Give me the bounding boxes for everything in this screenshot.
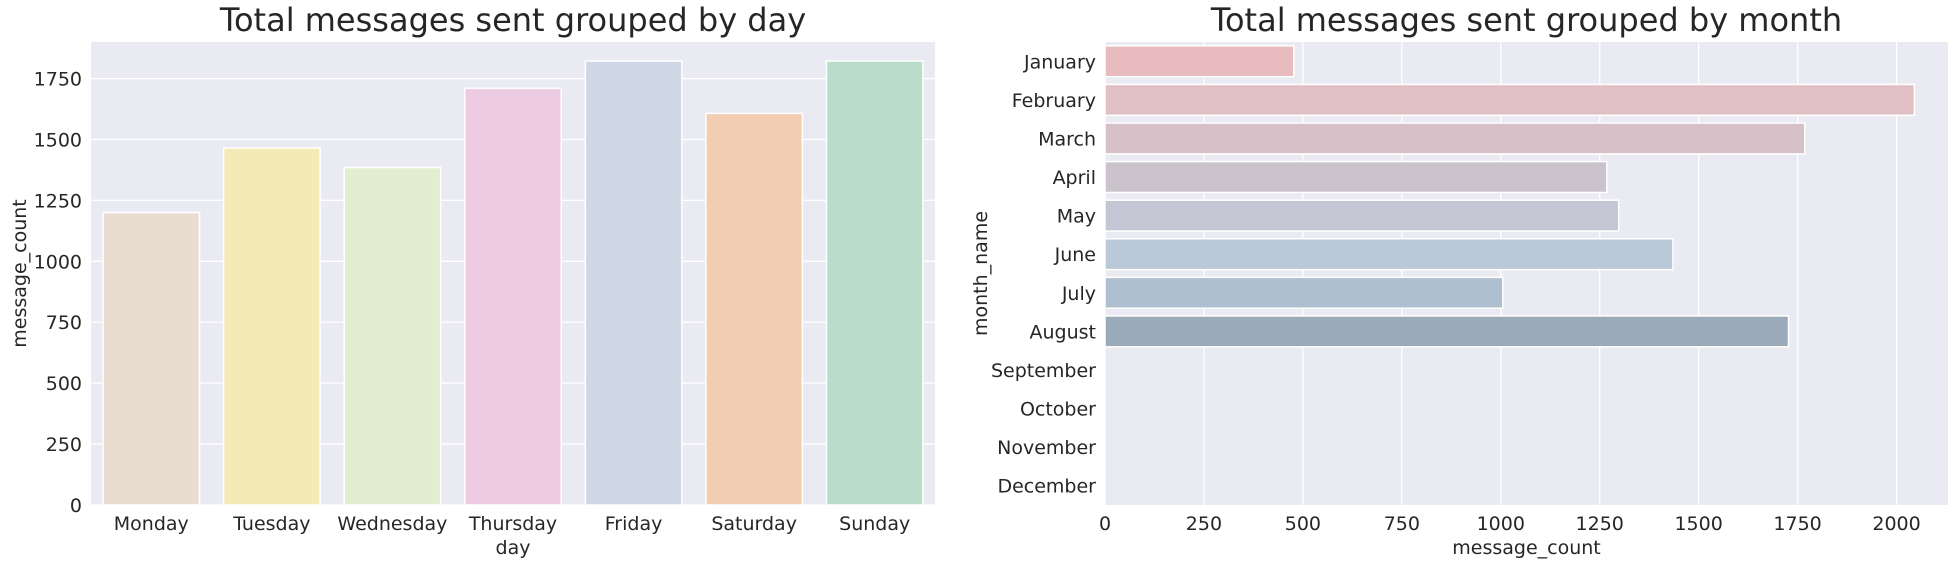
x-tick-label: 0 — [1099, 513, 1111, 535]
x-tick-label: 2000 — [1872, 513, 1920, 535]
y-axis-label-month: month_name — [970, 211, 992, 336]
x-tick-label: Saturday — [711, 513, 797, 535]
y-tick-label: 750 — [46, 312, 82, 334]
x-tick-label: Wednesday — [337, 513, 447, 535]
bar-may — [1104, 199, 1620, 232]
bar-january — [1104, 45, 1295, 78]
bar-wednesday — [343, 166, 442, 506]
y-tick-label: 1000 — [34, 251, 82, 273]
bar-thursday — [464, 87, 562, 506]
x-axis-label-day: day — [496, 537, 531, 559]
y-tick-label: November — [997, 437, 1096, 459]
x-tick-label: 1250 — [1576, 513, 1624, 535]
y-tick-label: May — [1057, 206, 1096, 228]
y-tick-label: August — [1030, 321, 1097, 343]
x-tick-label: Monday — [114, 513, 189, 535]
bar-saturday — [705, 112, 804, 506]
bar-july — [1104, 276, 1504, 309]
y-tick-label: December — [997, 476, 1096, 498]
x-tick-label: 500 — [1285, 513, 1321, 535]
x-tick-label: 750 — [1384, 513, 1420, 535]
bar-sunday — [825, 60, 924, 506]
x-tick-label: 250 — [1186, 513, 1222, 535]
y-tick-label: 250 — [46, 434, 82, 456]
x-tick-label: Friday — [605, 513, 663, 535]
y-tick-label: March — [1038, 128, 1096, 150]
bar-monday — [102, 211, 201, 506]
y-tick-label: 0 — [70, 495, 82, 517]
bar-march — [1104, 122, 1806, 155]
x-tick-label: 1000 — [1477, 513, 1525, 535]
bar-friday — [584, 60, 683, 506]
y-tick-label: July — [1061, 283, 1096, 305]
x-tick-label: Thursday — [468, 513, 557, 535]
bar-april — [1104, 160, 1608, 194]
plot-area-month — [1105, 42, 1948, 505]
y-tick-label: 1750 — [34, 69, 82, 91]
x-tick-label: Sunday — [839, 513, 910, 535]
y-tick-label: 1250 — [34, 190, 82, 212]
bar-tuesday — [222, 147, 321, 506]
x-tick-label: Tuesday — [232, 513, 310, 535]
y-tick-label: September — [991, 360, 1096, 382]
y-tick-label: 500 — [46, 373, 82, 395]
x-axis-label-month: message_count — [1452, 537, 1601, 559]
x-tick-label: 1750 — [1773, 513, 1821, 535]
y-tick-label: June — [1054, 244, 1096, 266]
y-axis-label-day: message_count — [9, 199, 31, 348]
bar-august — [1104, 315, 1790, 348]
y-tick-label: January — [1023, 51, 1096, 73]
chart-title-month: Total messages sent grouped by month — [1210, 1, 1842, 39]
chart-title-day: Total messages sent grouped by day — [219, 1, 806, 39]
y-tick-label: October — [1020, 399, 1096, 421]
bar-february — [1104, 83, 1916, 117]
y-tick-label: 1500 — [34, 129, 82, 151]
y-tick-label: April — [1053, 167, 1096, 189]
x-tick-label: 1500 — [1674, 513, 1722, 535]
bar-june — [1104, 238, 1674, 271]
y-tick-label: February — [1012, 90, 1096, 112]
